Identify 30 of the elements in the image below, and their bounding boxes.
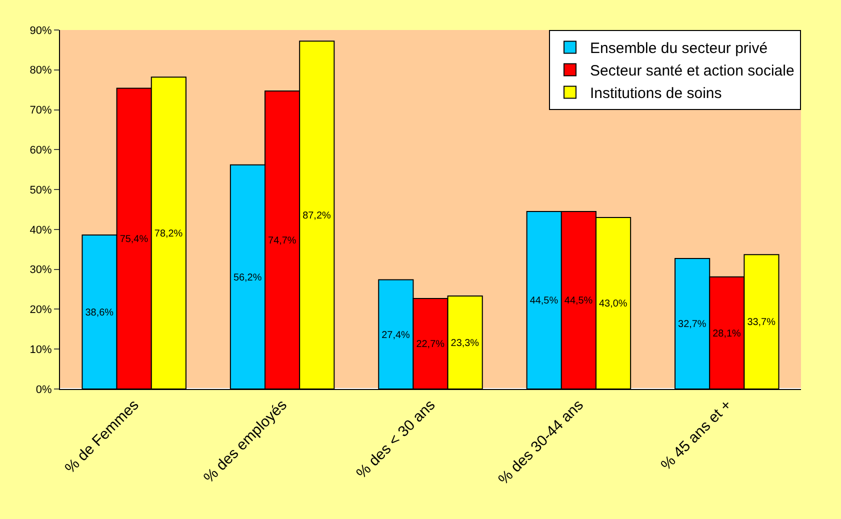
y-tick-label: 40% [30,224,52,236]
data-label: 56,2% [233,272,262,284]
legend-label: Ensemble du secteur privé [590,40,768,58]
data-label: 28,1% [712,328,741,340]
y-tick-label: 0% [36,384,52,396]
data-label: 33,7% [747,317,776,328]
data-label: 44,5% [530,296,558,307]
x-tick-label: % 45 ans et + [658,396,736,474]
y-tick-label: 50% [30,184,52,196]
data-label: 23,3% [450,338,480,349]
y-tick-label: 70% [30,104,52,117]
y-tick-label: 80% [30,64,52,77]
legend-label: Institutions de soins [590,85,722,102]
data-label: 75,4% [120,234,148,246]
data-label: 27,4% [382,330,410,341]
y-tick-label: 20% [30,304,52,316]
y-tick-label: 60% [30,144,52,157]
data-label: 74,7% [268,235,296,246]
data-label: 44,5% [564,296,593,307]
data-label: 32,7% [678,319,706,330]
legend-label: Secteur santé et action sociale [590,62,794,80]
data-label: 43,0% [599,298,628,310]
y-tick-label: 10% [30,344,52,356]
y-tick-label: 90% [30,24,52,37]
data-label: 87,2% [302,210,331,222]
data-label: 22,7% [416,339,445,350]
x-tick-label: % des < 30 ans [353,396,439,482]
data-label: 78,2% [154,228,183,240]
data-label: 38,6% [85,307,114,318]
y-tick-label: 30% [30,264,52,276]
